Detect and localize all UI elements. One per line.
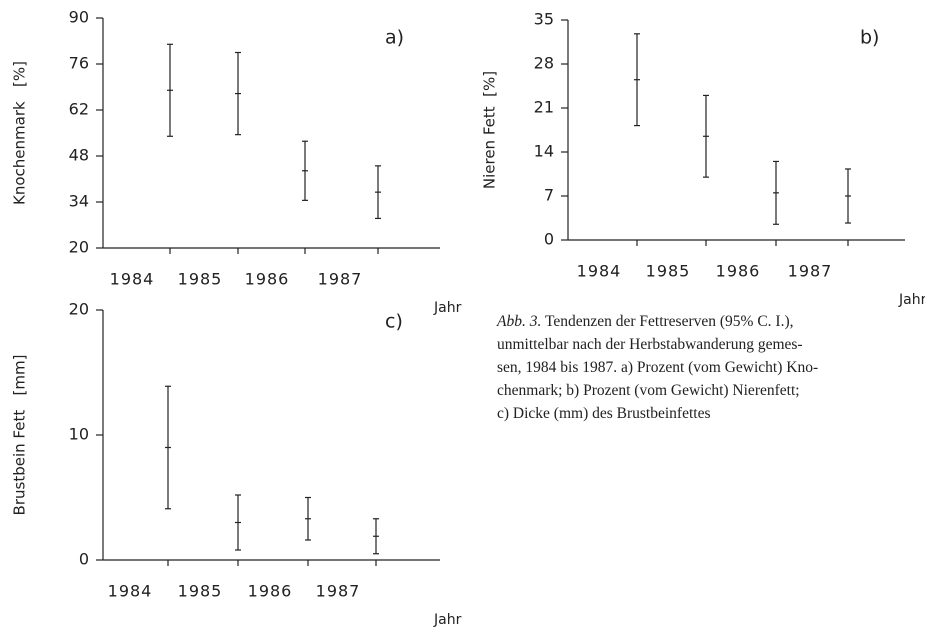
x-tick-label: 1986 <box>248 582 293 601</box>
x-tick-label: 1986 <box>716 262 761 281</box>
x-tick-label: 1987 <box>318 270 363 289</box>
y-tick-label: 48 <box>69 146 89 165</box>
x-tick-label: 1984 <box>577 262 622 281</box>
y-tick-label: 7 <box>544 186 554 205</box>
x-tick-label: 1984 <box>110 270 155 289</box>
x-axis-label: Jahr <box>433 612 462 628</box>
x-tick-label: 1986 <box>245 270 290 289</box>
y-axis-label: Knochenmark [%] <box>11 61 29 205</box>
y-tick-label: 34 <box>69 192 89 211</box>
panel-label: c) <box>385 311 403 333</box>
x-tick-label: 1985 <box>646 262 691 281</box>
y-tick-label: 0 <box>79 550 89 569</box>
y-tick-label: 28 <box>534 54 554 73</box>
x-tick-label: 1985 <box>178 270 223 289</box>
y-tick-label: 10 <box>69 425 89 444</box>
panel-label: a) <box>385 27 404 49</box>
x-tick-label: 1987 <box>788 262 833 281</box>
x-tick-label: 1985 <box>178 582 223 601</box>
caption-text: Tendenzen der Fettreserven (95% C. I.), <box>545 313 794 330</box>
y-axis-label: Brustbein Fett [mm] <box>11 355 29 516</box>
panel-label: b) <box>860 27 879 49</box>
caption-line: unmittelbar nach der Herbstabwanderung g… <box>497 336 803 353</box>
x-tick-label: 1984 <box>108 582 153 601</box>
caption-line: c) Dicke (mm) des Brustbeinfettes <box>497 405 711 422</box>
caption-line: Abb. 3. Tendenzen der Fettreserven (95% … <box>496 313 794 330</box>
caption-line: sen, 1984 bis 1987. a) Prozent (vom Gewi… <box>497 359 818 376</box>
y-tick-label: 20 <box>69 300 89 319</box>
x-axis-label: Jahr <box>433 300 462 316</box>
x-axis-label: Jahr <box>898 292 925 308</box>
y-tick-label: 20 <box>69 238 89 257</box>
y-tick-label: 35 <box>534 10 554 29</box>
y-tick-label: 0 <box>544 230 554 249</box>
y-tick-label: 14 <box>534 142 554 161</box>
y-tick-label: 21 <box>534 98 554 117</box>
y-tick-label: 76 <box>69 54 89 73</box>
caption-line: chenmark; b) Prozent (vom Gewicht) Niere… <box>497 382 800 399</box>
y-tick-label: 62 <box>69 100 89 119</box>
y-tick-label: 90 <box>69 8 89 27</box>
caption-label: Abb. 3. <box>496 313 541 330</box>
y-axis-label: Nieren Fett [%] <box>481 71 499 189</box>
x-tick-label: 1987 <box>316 582 361 601</box>
